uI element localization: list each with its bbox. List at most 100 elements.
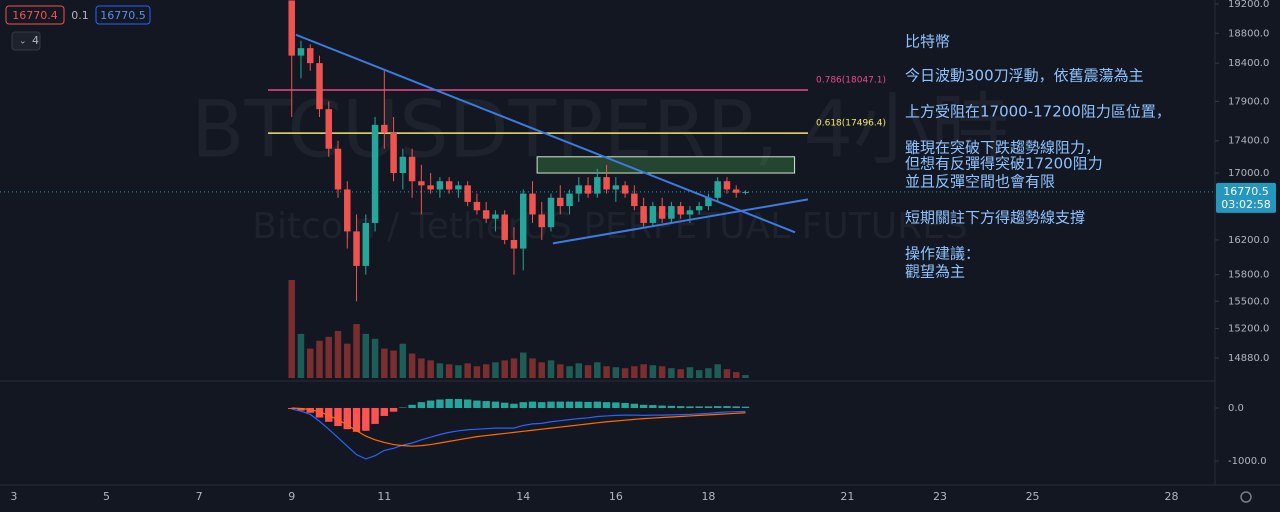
macd-histogram (473, 400, 481, 408)
volume-bar (519, 352, 527, 378)
candle-body (482, 210, 490, 219)
volume-bar (325, 336, 332, 378)
settings-icon[interactable] (1240, 491, 1252, 503)
macd-histogram (667, 405, 676, 408)
note: 觀望為主 (905, 263, 965, 281)
volume-bar (371, 338, 379, 378)
note: 雖現在突破下跌趨勢線阻力， (905, 139, 1100, 157)
macd-histogram (343, 407, 351, 430)
candle-body (344, 189, 351, 232)
volume-bar (381, 348, 388, 378)
macd-histogram (501, 402, 509, 408)
volume-bar (362, 333, 370, 378)
candle-body (742, 191, 749, 193)
bid-box[interactable] (5, 5, 65, 25)
macd-histogram (315, 407, 324, 418)
ask: 16770.5 (100, 9, 146, 22)
volume-bar (334, 330, 342, 378)
volume-bar (649, 365, 657, 378)
volume-bar (732, 372, 740, 378)
candle-body (668, 206, 675, 219)
volume-bar (316, 340, 323, 378)
candle-body (501, 214, 508, 240)
indicator-toggle[interactable] (11, 31, 41, 51)
candle-body (594, 177, 601, 194)
candle-body (325, 109, 332, 149)
candle-body (547, 197, 555, 228)
macd-histogram (649, 405, 657, 408)
macd-histogram (491, 401, 500, 408)
fib-label: 0.618(17496.4) (816, 119, 886, 129)
x-tick-label: 14 (516, 490, 530, 503)
volume-bar (529, 358, 536, 378)
watermark-name: Bitcoin / TetherUS PERPETUAL FUTURES (252, 206, 967, 247)
fib-label: 0.786(18047.1) (816, 76, 886, 86)
macd-histogram (602, 402, 611, 408)
x-tick-label: 23 (933, 490, 947, 503)
candle-body (381, 124, 388, 133)
y2-tick-label: 0.0 (1228, 403, 1244, 414)
macd-histogram (621, 402, 629, 408)
trendline (295, 33, 796, 234)
macd-histogram (362, 407, 370, 431)
volume-bar (473, 366, 481, 378)
candle-body (464, 185, 471, 202)
volume-bar (306, 348, 314, 378)
indicator-count: 4 (32, 34, 39, 47)
candle-body (584, 185, 592, 194)
volume-bar (575, 363, 583, 378)
volume-bar (353, 324, 360, 378)
last-price-tag (1216, 182, 1276, 213)
macd-histogram (371, 407, 379, 424)
macd-histogram (426, 400, 435, 408)
y-tick-label: 15200.0 (1228, 323, 1269, 334)
candle-body (316, 63, 323, 110)
y-tick-label: 14880.0 (1228, 353, 1269, 364)
macd-histogram (528, 401, 537, 408)
volume-bar (436, 363, 444, 378)
macd-histogram (695, 406, 703, 408)
candle-body (695, 206, 703, 211)
macd-histogram (510, 403, 518, 408)
x-tick-label: 25 (1026, 490, 1040, 503)
candle-body (631, 193, 638, 207)
macd-histogram (417, 402, 426, 408)
macd-histogram (454, 398, 463, 408)
volume-bar (492, 362, 499, 378)
macd-histogram (334, 407, 342, 427)
macd-histogram (704, 406, 713, 408)
candle-body (492, 214, 499, 219)
volume-bar (297, 333, 305, 378)
macd-histogram (639, 404, 648, 408)
candle-body (714, 181, 721, 198)
candle-body (399, 156, 407, 174)
y-tick-label: 17400.0 (1228, 136, 1269, 147)
volume-bar (399, 343, 407, 378)
volume-bar (584, 365, 592, 378)
candle-body (677, 206, 684, 215)
macd-histogram (723, 406, 731, 408)
macd-histogram (352, 407, 361, 432)
x-tick-label: 3 (10, 490, 17, 503)
note: 比特幣 (905, 33, 950, 51)
countdown: 03:02:58 (1221, 198, 1270, 211)
macd-histogram (556, 401, 564, 408)
y-tick-label: 18400.0 (1228, 58, 1269, 69)
candle-body (297, 48, 305, 56)
y-tick-label: 17000.0 (1228, 168, 1269, 179)
volume-bar (742, 375, 749, 378)
macd-line (291, 408, 746, 460)
candle-body (621, 185, 629, 194)
y-tick-label: 19200.0 (1228, 0, 1269, 10)
macd-histogram (686, 406, 694, 408)
ask-box[interactable] (95, 5, 151, 25)
bid: 16770.4 (12, 9, 58, 22)
volume-bar (557, 364, 564, 378)
candle-body (427, 185, 434, 190)
volume-bar (723, 369, 731, 378)
candle-body (519, 193, 527, 249)
candle-body (473, 201, 481, 211)
resistance-zone (536, 156, 796, 174)
macd-histogram (584, 401, 592, 408)
